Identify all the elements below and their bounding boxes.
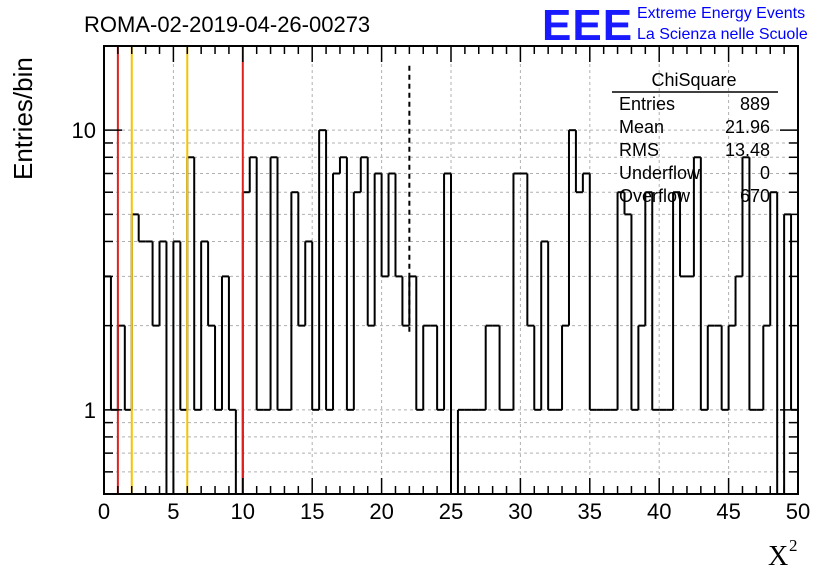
stats-value-mean: 21.96 — [725, 117, 770, 137]
stats-value-underflow: 0 — [760, 163, 770, 183]
x-tick-label: 0 — [98, 499, 110, 524]
x-tick-label: 40 — [647, 499, 671, 524]
x-axis-label: X — [768, 541, 788, 572]
stats-value-rms: 13.48 — [725, 140, 770, 160]
x-tick-label: 5 — [167, 499, 179, 524]
x-axis-label-superscript: 2 — [789, 536, 798, 555]
x-tick-label: 50 — [786, 499, 810, 524]
y-tick-label: 1 — [84, 398, 96, 423]
logo-line-1: Extreme Energy Events — [637, 5, 805, 22]
x-tick-label: 45 — [716, 499, 740, 524]
chart-title: ROMA-02-2019-04-26-00273 — [84, 12, 370, 37]
eee-logo: EEE — [542, 1, 633, 50]
stats-label-rms: RMS — [619, 140, 659, 160]
stats-title: ChiSquare — [651, 70, 736, 90]
x-tick-label: 15 — [300, 499, 324, 524]
y-tick-label: 10 — [72, 118, 96, 143]
marker-lines — [116, 46, 411, 494]
stats-label-overflow: Overflow — [619, 186, 691, 206]
x-tick-label: 25 — [439, 499, 463, 524]
y-axis-label: Entries/bin — [8, 57, 38, 180]
x-tick-label: 30 — [508, 499, 532, 524]
stats-label-mean: Mean — [619, 117, 664, 137]
stats-box: ChiSquare Entries 889 Mean 21.96 RMS 13.… — [612, 70, 778, 206]
x-tick-label: 35 — [578, 499, 602, 524]
x-tick-label: 10 — [231, 499, 255, 524]
stats-label-entries: Entries — [619, 94, 675, 114]
axes: 0 5 10 15 20 25 30 35 40 45 50 1 10 — [72, 45, 810, 524]
stats-label-underflow: Underflow — [619, 163, 701, 183]
stats-value-overflow: 670 — [740, 186, 770, 206]
stats-value-entries: 889 — [740, 94, 770, 114]
x-tick-label: 20 — [369, 499, 393, 524]
logo-line-2: La Scienza nelle Scuole — [637, 26, 808, 43]
